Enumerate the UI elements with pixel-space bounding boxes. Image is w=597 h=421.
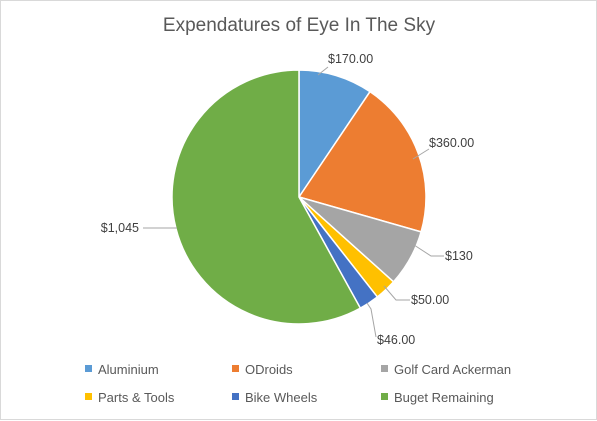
legend-item-odroids: ODroids [232, 362, 293, 377]
leader-lines [143, 66, 444, 338]
data-labels: $170.00 $360.00 $130 $50.00 $46.00 $1,045 [101, 52, 474, 347]
data-label-aluminium: $170.00 [328, 52, 373, 66]
legend-swatch-aluminium [85, 365, 92, 372]
legend-swatch-bike-wheels [232, 393, 239, 400]
pie-slice-aluminium [298, 69, 372, 200]
chart-title: Expendatures of Eye In The Sky [163, 15, 436, 36]
legend-item-golf-card-ackerman: Golf Card Ackerman [381, 362, 511, 377]
data-label-odroids: $360.00 [429, 136, 474, 150]
legend-swatch-buget-remaining [381, 393, 388, 400]
legend-item-parts-tools: Parts & Tools [85, 390, 175, 405]
leader-line-odroids [412, 148, 430, 160]
legend: Aluminium ODroids Golf Card Ackerman Parts … [85, 362, 511, 405]
data-label-buget-remaining: $1,045 [101, 221, 139, 235]
legend-label-aluminium: Aluminium [98, 362, 159, 377]
legend-item-bike-wheels: Bike Wheels [232, 390, 318, 405]
leader-line-aluminium [317, 66, 329, 76]
data-label-parts-tools: $50.00 [411, 293, 449, 307]
pie-slice-odroids [297, 90, 427, 233]
data-label-bike-wheels: $46.00 [377, 333, 415, 347]
legend-item-aluminium: Aluminium [85, 362, 159, 377]
leader-line-bike-wheels [366, 302, 377, 338]
legend-label-parts-tools: Parts & Tools [98, 390, 175, 405]
legend-swatch-golf-card-ackerman [381, 365, 388, 372]
legend-label-buget-remaining: Buget Remaining [394, 390, 494, 405]
leader-line-golf-card-ackerman [410, 242, 444, 257]
pie-slices [171, 69, 427, 325]
legend-swatch-parts-tools [85, 393, 92, 400]
legend-swatch-odroids [232, 365, 239, 372]
data-label-golf-card-ackerman: $130 [445, 249, 473, 263]
legend-label-odroids: ODroids [245, 362, 293, 377]
pie-slice-buget-remaining [171, 69, 362, 325]
legend-label-golf-card-ackerman: Golf Card Ackerman [394, 362, 511, 377]
legend-item-buget-remaining: Buget Remaining [381, 390, 494, 405]
leader-line-parts-tools [383, 285, 410, 301]
legend-label-bike-wheels: Bike Wheels [245, 390, 318, 405]
